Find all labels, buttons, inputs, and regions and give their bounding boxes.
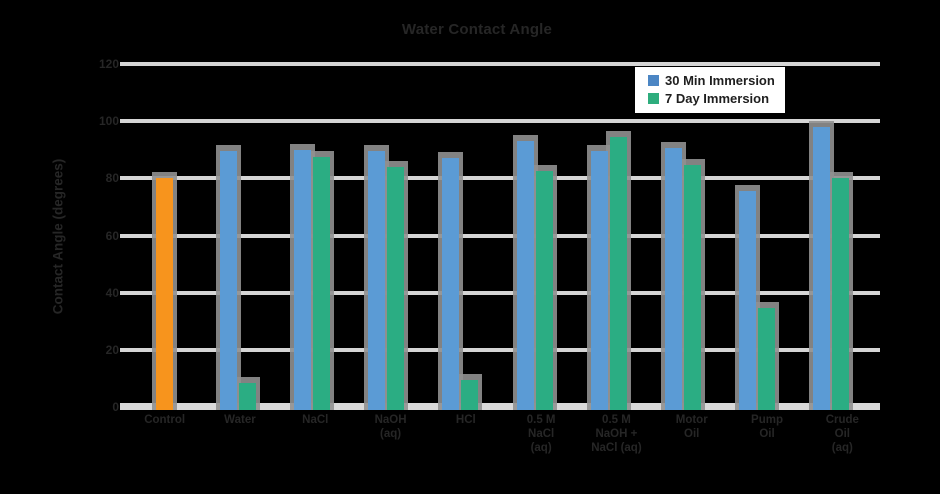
bar-30-min-immersion (216, 145, 242, 410)
bar-group (275, 62, 349, 411)
bar-30-min-immersion (808, 120, 834, 411)
legend-swatch-green-icon (648, 93, 659, 104)
y-tick-label: 0 (112, 400, 119, 414)
x-axis-label: Crude Oil (aq) (825, 414, 859, 454)
bar-30-min-immersion (660, 142, 686, 410)
x-axis-label: NaOH (aq) (374, 414, 407, 440)
bar-group (423, 62, 497, 411)
y-axis-title-text: Contact Angle (degrees) (50, 158, 66, 314)
x-axis-label: Pump Oil (751, 414, 783, 440)
bar-7-day-immersion (827, 172, 853, 410)
y-tick-label: 120 (98, 57, 119, 71)
x-axis-line (120, 403, 880, 410)
bar-30-min-immersion (734, 185, 760, 410)
bar-group (497, 62, 571, 410)
bar-7-day-immersion (605, 130, 631, 411)
y-tick-label: 60 (105, 228, 119, 243)
plot-area: 0 20 40 60 80 100 120 (99, 57, 880, 414)
x-axis-label: 0.5 M NaOH + NaCl (aq) (591, 414, 642, 454)
legend: 30 Min Immersion 7 Day Immersion (635, 67, 785, 113)
legend-label: 30 Min Immersion (665, 73, 775, 88)
y-tick-label: 100 (98, 114, 119, 129)
bar-group (720, 62, 794, 410)
bar-7-day-immersion (383, 160, 409, 411)
x-axis-labels: Control Water NaCl NaOH (aq) HCl 0.5 M NaCl (… (127, 414, 892, 455)
x-axis-label: HCl (455, 414, 476, 426)
gridline (120, 347, 880, 352)
bar-30-min-immersion (438, 152, 464, 410)
gridline (120, 119, 880, 124)
bar-group (127, 62, 201, 410)
x-axis-label: NaCl (302, 414, 329, 426)
legend-swatch-blue-icon (648, 75, 659, 86)
legend-label: 7 Day Immersion (665, 91, 770, 106)
bar-group (646, 62, 720, 410)
bar-30-min-immersion (290, 143, 316, 411)
gridline (120, 62, 880, 66)
legend-item-7-day-immersion: 7 Day Immersion (648, 91, 785, 106)
bar-7-day-immersion (679, 159, 705, 410)
bar-group (572, 62, 646, 411)
bar-control (151, 172, 177, 410)
y-axis-title: Contact Angle (degrees) (38, 62, 78, 410)
bar-30-min-immersion (586, 145, 612, 410)
x-axis-label: Control (144, 414, 186, 426)
chart-title: Water Contact Angle (401, 21, 553, 38)
bar-7-day-immersion (531, 165, 557, 410)
gridline (120, 176, 880, 181)
gridline (120, 290, 880, 295)
legend-item-30-min-immersion: 30 Min Immersion (648, 73, 785, 88)
bar-group (794, 62, 868, 411)
y-tick-label: 40 (105, 285, 119, 300)
bar-30-min-immersion (364, 145, 390, 410)
gridline (120, 233, 880, 238)
bar-7-day-immersion (753, 302, 779, 410)
x-axis-label: 0.5 M NaCl (aq) (526, 414, 556, 454)
bar-7-day-immersion (457, 373, 483, 411)
y-tick-label: 80 (105, 171, 119, 186)
x-axis-label: Motor Oil (675, 414, 708, 440)
bar-7-day-immersion (309, 150, 335, 411)
bar-group (201, 62, 275, 411)
x-axis-label: Water (224, 414, 256, 426)
bar-7-day-immersion (235, 376, 261, 411)
bar-30-min-immersion (512, 135, 538, 410)
y-tick-label: 20 (105, 342, 119, 357)
bars-row (127, 62, 880, 411)
bar-group (349, 62, 423, 411)
